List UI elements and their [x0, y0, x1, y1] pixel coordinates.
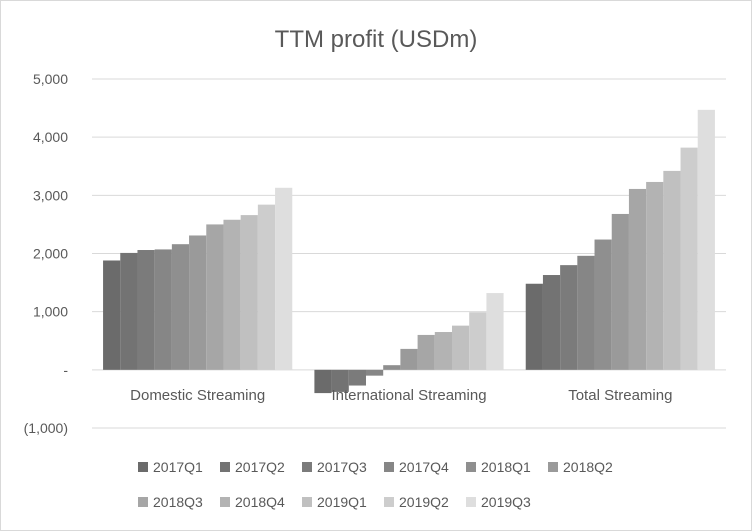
y-tick-label: 4,000 [33, 129, 68, 145]
bar [154, 249, 172, 370]
y-tick-label: (1,000) [24, 420, 68, 436]
legend-label: 2017Q2 [235, 459, 285, 475]
legend-item: 2018Q1 [466, 459, 531, 475]
bars [103, 109, 715, 394]
bar [469, 312, 487, 370]
legend-swatch [548, 462, 558, 472]
bar [417, 334, 435, 370]
legend-swatch [220, 462, 230, 472]
legend-swatch [138, 462, 148, 472]
bar [314, 369, 332, 394]
bar [663, 170, 681, 370]
bar [452, 325, 470, 370]
y-axis-ticks: 5,000 4,000 3,000 2,000 1,000 - (1,000) [24, 71, 69, 436]
legend-label: 2018Q3 [153, 494, 203, 510]
legend-swatch [466, 462, 476, 472]
bar [577, 255, 595, 370]
legend-swatch [384, 462, 394, 472]
legend-item: 2018Q2 [548, 459, 613, 475]
legend-label: 2019Q2 [399, 494, 449, 510]
y-tick-label: 1,000 [33, 304, 68, 320]
bar [680, 147, 698, 370]
legend-swatch [384, 497, 394, 507]
y-tick-label: 2,000 [33, 246, 68, 262]
bar [103, 260, 121, 370]
legend-label: 2019Q3 [481, 494, 531, 510]
bar [434, 332, 452, 370]
bar [486, 293, 504, 370]
bar [697, 109, 715, 370]
legend-label: 2018Q2 [563, 459, 613, 475]
legend-label: 2017Q4 [399, 459, 449, 475]
legend-item: 2018Q4 [220, 494, 285, 510]
bar [560, 265, 578, 370]
bar [383, 365, 401, 370]
bar [120, 252, 138, 370]
legend-swatch [466, 497, 476, 507]
bar [611, 213, 629, 370]
category-label: Total Streaming [568, 387, 672, 404]
legend-label: 2018Q1 [481, 459, 531, 475]
legend-item: 2019Q3 [466, 494, 531, 510]
legend-label: 2018Q4 [235, 494, 285, 510]
bar [206, 224, 224, 370]
legend-swatch [138, 497, 148, 507]
category-label: Domestic Streaming [130, 387, 265, 404]
y-tick-label: - [63, 362, 68, 378]
legend-item: 2019Q1 [302, 494, 367, 510]
legend-label: 2017Q1 [153, 459, 203, 475]
bar [542, 275, 561, 370]
bar [366, 369, 384, 376]
legend-label: 2019Q1 [317, 494, 367, 510]
bar [628, 188, 647, 370]
bar [594, 239, 612, 370]
legend-label: 2017Q3 [317, 459, 367, 475]
legend-item: 2017Q2 [220, 459, 285, 475]
legend-item: 2017Q3 [302, 459, 367, 475]
bar [348, 369, 366, 386]
bar [171, 244, 190, 370]
legend: 2017Q1 2017Q2 2017Q3 2017Q4 2018Q1 2018Q2 2018… [138, 459, 613, 510]
legend-swatch [220, 497, 230, 507]
bar [400, 348, 418, 370]
category-label: International Streaming [331, 387, 486, 404]
bar [331, 369, 349, 392]
legend-swatch [302, 497, 312, 507]
legend-item: 2017Q4 [384, 459, 449, 475]
bar [257, 204, 276, 370]
y-tick-label: 5,000 [33, 71, 68, 87]
bar [240, 215, 258, 370]
legend-item: 2019Q2 [384, 494, 449, 510]
legend-item: 2017Q1 [138, 459, 203, 475]
legend-item: 2018Q3 [138, 494, 203, 510]
bar [223, 219, 241, 370]
y-tick-label: 3,000 [33, 187, 68, 203]
bar [525, 283, 543, 370]
bar [137, 250, 155, 370]
bar [189, 235, 207, 370]
bar [275, 187, 293, 370]
category-labels: Domestic Streaming International Streamin… [130, 387, 672, 404]
chart-title: TTM profit (USDm) [275, 26, 478, 53]
bar [646, 181, 664, 370]
legend-swatch [302, 462, 312, 472]
